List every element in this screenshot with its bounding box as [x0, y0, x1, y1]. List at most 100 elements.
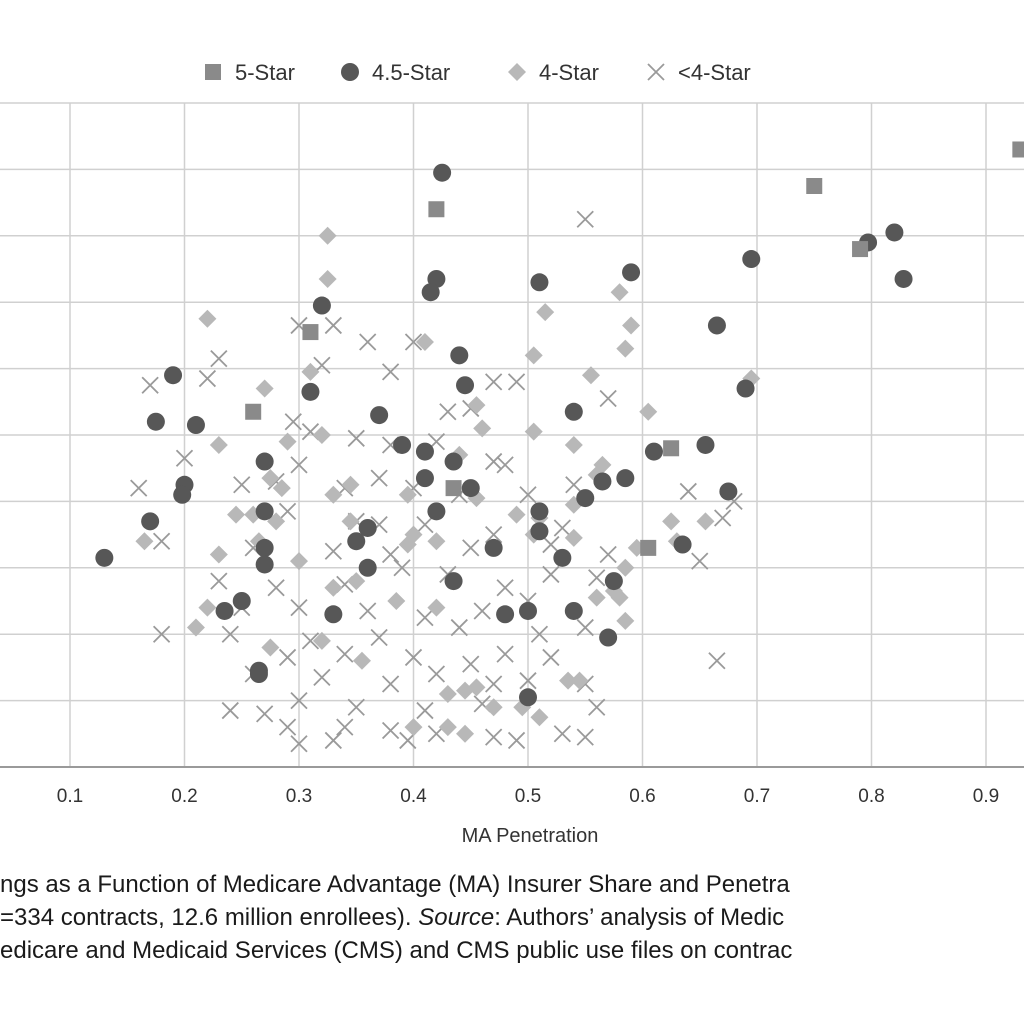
point-4star	[438, 718, 457, 737]
point-4star	[450, 618, 468, 637]
point-4star	[485, 728, 503, 746]
point-4star	[542, 648, 560, 667]
x-tick-label: 0.1	[57, 786, 83, 807]
x-tick-label: 0.3	[286, 786, 312, 807]
point-4star	[691, 552, 709, 570]
point-4star	[524, 346, 543, 365]
point-4-5star	[644, 442, 663, 461]
caption-line-2-part-b: : Authors’ analysis of Medic	[494, 904, 785, 931]
point-4star	[152, 625, 171, 643]
point-5star	[428, 201, 445, 218]
point-4star	[565, 476, 583, 494]
x-tick-label: 0.5	[515, 786, 541, 807]
point-4star	[438, 684, 457, 703]
point-4-5star	[164, 366, 183, 385]
point-4star	[359, 602, 377, 620]
point-4star	[473, 602, 491, 620]
point-5star	[445, 480, 462, 497]
legend-marker-4star	[508, 63, 526, 81]
point-4-5star	[461, 479, 480, 498]
point-4star	[708, 652, 726, 670]
point-4star	[616, 339, 635, 358]
point-5star	[663, 440, 680, 457]
point-4star	[507, 731, 526, 750]
point-4star	[536, 303, 555, 322]
point-4star	[352, 651, 371, 670]
point-4star	[570, 671, 589, 690]
legend-label-4-5star: 4.5-Star	[372, 60, 450, 85]
point-4star	[135, 532, 154, 551]
point-4-5star	[421, 283, 440, 302]
caption-line-3: edicare and Medicaid Services (CMS) and …	[0, 937, 793, 964]
point-4-5star	[415, 469, 434, 488]
point-4star	[519, 672, 537, 690]
point-4-5star	[141, 512, 160, 531]
point-4-5star	[456, 376, 475, 395]
point-4star	[198, 598, 217, 617]
point-4star	[318, 269, 337, 288]
point-4star	[485, 373, 503, 391]
point-4-5star	[576, 489, 595, 508]
point-4star	[576, 618, 594, 637]
point-4star	[324, 731, 342, 750]
point-4star	[152, 532, 171, 550]
point-4star	[507, 373, 526, 391]
point-4star	[341, 512, 360, 531]
point-4-5star	[530, 273, 549, 292]
point-4star	[496, 456, 514, 474]
point-4star	[507, 505, 526, 524]
legend-label-4star: 4-Star	[539, 60, 599, 85]
point-4-5star	[312, 296, 331, 315]
point-5star	[640, 539, 657, 556]
point-4-5star	[358, 558, 377, 577]
point-4star	[272, 479, 291, 498]
point-4-5star	[696, 435, 715, 454]
legend-label-4star: <4-Star	[678, 60, 751, 85]
point-4star	[347, 429, 365, 447]
point-4-5star	[324, 605, 343, 624]
point-4star	[485, 675, 503, 693]
point-5star	[1012, 141, 1024, 158]
point-4-5star	[564, 402, 583, 421]
x-tick-label: 0.2	[171, 786, 197, 807]
point-4-5star	[450, 346, 469, 365]
point-4star	[467, 678, 486, 697]
point-4star	[318, 226, 337, 245]
point-4star	[312, 426, 331, 444]
point-4-5star	[173, 485, 192, 504]
point-4star	[256, 705, 274, 723]
point-4star	[290, 735, 308, 753]
point-4star	[175, 449, 194, 467]
point-4-5star	[622, 263, 641, 282]
point-4-5star	[347, 532, 366, 551]
point-4-5star	[249, 665, 268, 684]
point-4star	[473, 419, 492, 438]
point-4-5star	[616, 469, 635, 488]
point-4star	[210, 572, 228, 590]
point-4star	[210, 350, 228, 368]
legend-marker-4star	[647, 63, 665, 81]
point-4star	[553, 725, 571, 743]
point-4star	[416, 608, 434, 627]
point-4-5star	[415, 442, 434, 461]
point-4star	[622, 316, 641, 335]
point-4star	[530, 625, 549, 643]
point-4star	[496, 645, 514, 663]
point-4star	[616, 611, 635, 630]
point-4star	[381, 675, 400, 693]
point-4star	[398, 535, 417, 554]
point-4star	[278, 648, 297, 667]
point-4star	[336, 718, 354, 736]
point-4star	[439, 403, 457, 421]
point-4-5star	[433, 163, 452, 182]
x-axis-title: MA Penetration	[462, 825, 599, 847]
point-4star	[324, 485, 343, 504]
point-4star	[404, 648, 423, 667]
point-4star	[186, 618, 205, 637]
point-4-5star	[519, 601, 537, 620]
point-4star	[462, 655, 480, 673]
point-4star	[347, 698, 365, 716]
point-4star	[587, 588, 606, 607]
figure-caption: ngs as a Function of Medicare Advantage …	[0, 868, 1024, 1018]
point-4star	[679, 482, 697, 501]
